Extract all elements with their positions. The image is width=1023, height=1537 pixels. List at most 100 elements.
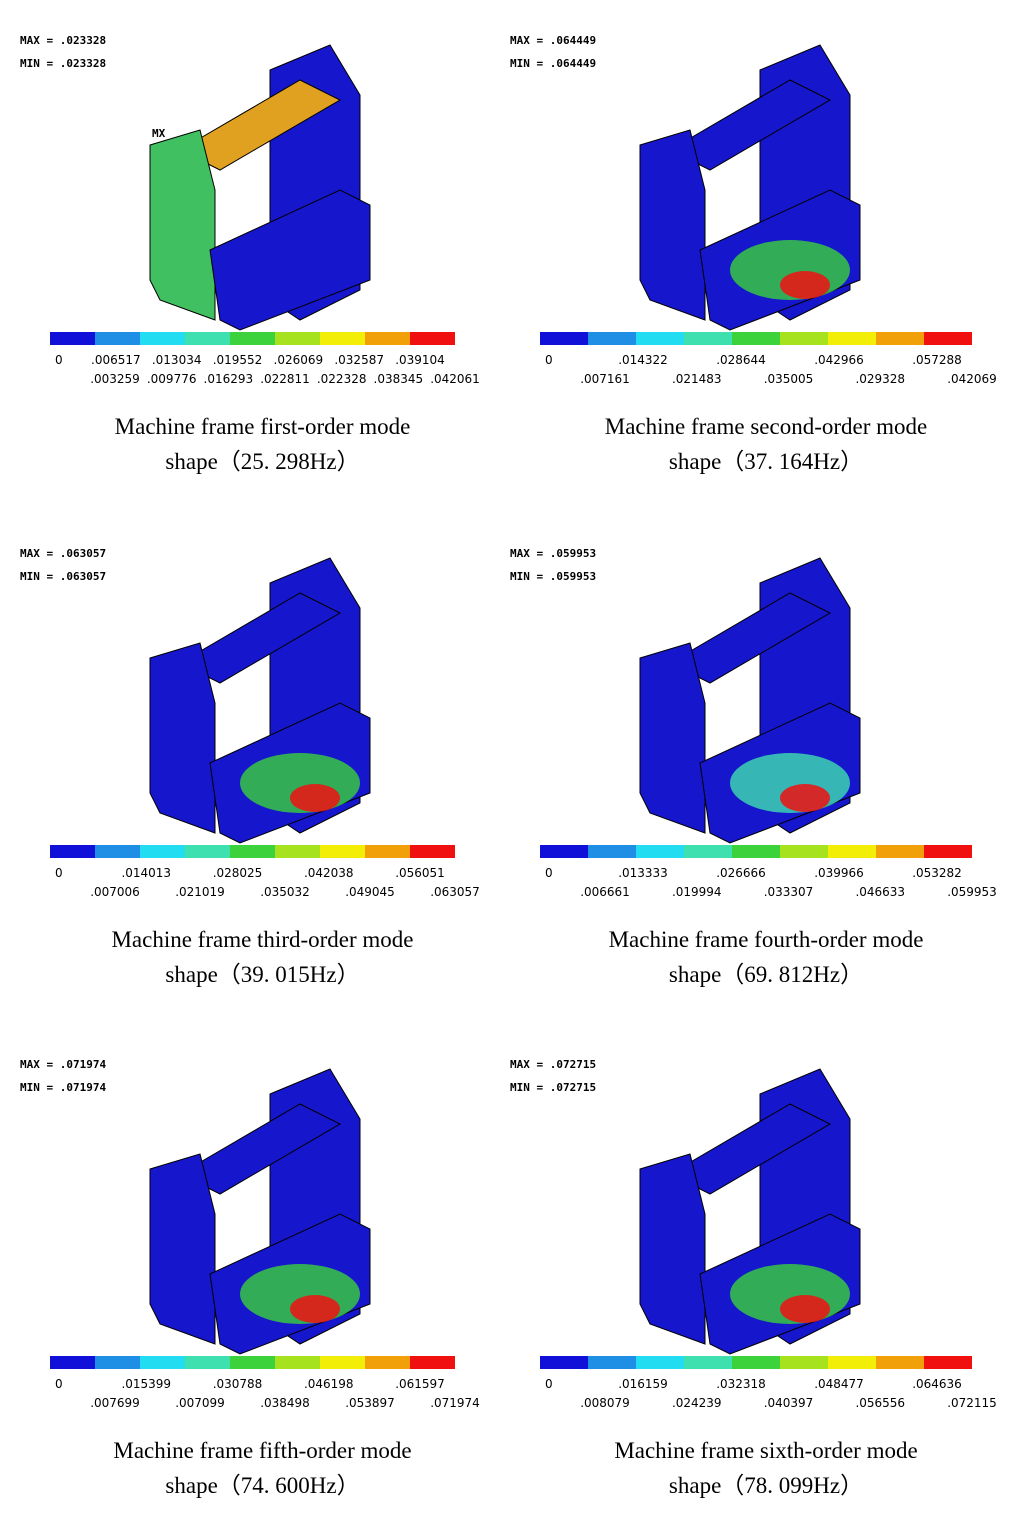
max-label: MAX = .059953 [510,547,596,560]
colorbar-segment [684,845,732,858]
colorbar-segment [140,332,185,345]
mode-panel: MAX = .072715 MIN = .072715 0 .016159 .03231… [510,1058,997,1498]
caption: Machine frame sixth-order mode [614,1438,917,1463]
scale-label-top: .032587 [334,353,384,367]
scale-label-bottom: .033307 [764,885,814,899]
scale-label-top: .061597 [395,1377,445,1391]
colorbar-segment [275,845,320,858]
scale-label-top: 0 [55,1377,63,1391]
scale-label-top: .042966 [814,353,864,367]
colorbar-segment [924,1356,972,1369]
scale-label-top: .039104 [395,353,445,367]
scale-label-top: 0 [545,353,553,367]
caption: shape（39. 015Hz） [165,962,359,987]
colorbar-segment [636,332,684,345]
max-label: MAX = .063057 [20,547,106,560]
frame-model [639,1068,861,1355]
colorbar-segment [828,845,876,858]
colorbar-segment [95,1356,140,1369]
scale-label-top: .019552 [213,353,263,367]
colorbar-segment [588,332,636,345]
scale-label-top: 0 [55,866,63,880]
mode-panel: MAX = .063057 MIN = .063057 0 .014013 .02802… [20,547,480,987]
colorbar-segment [732,332,780,345]
scale-label-top: .042038 [304,866,354,880]
colorbar-segment [540,332,588,345]
scale-label-top: .039966 [814,866,864,880]
caption: Machine frame first-order mode [115,414,411,439]
deformation-peak [780,1295,830,1323]
scale-label-top: .013333 [618,866,668,880]
scale-label-bottom: .007099 [175,1396,225,1410]
colorbar-segment [185,1356,230,1369]
colorbar-segment [684,1356,732,1369]
colorbar-segment [828,332,876,345]
scale-label-bottom: .024239 [672,1396,722,1410]
colorbar-segment [50,1356,95,1369]
annotation: MX [152,127,166,140]
scale-label-top: .064636 [912,1377,962,1391]
scale-label-bottom: .038498 [260,1396,310,1410]
colorbar-segment [732,1356,780,1369]
min-label: MIN = .023328 [20,57,106,70]
scale-label-bottom: .009776 [147,372,197,386]
min-label: MIN = .071974 [20,1081,106,1094]
colorbar-segment [410,1356,455,1369]
min-label: MIN = .063057 [20,570,106,583]
scale-label-top: .013034 [152,353,202,367]
colorbar-segment [275,1356,320,1369]
scale-label-top: .028644 [716,353,766,367]
scale-label-top: .026069 [274,353,324,367]
scale-label-bottom: .056556 [855,1396,905,1410]
scale-label-bottom: .006661 [580,885,630,899]
colorbar-segment [684,332,732,345]
frame-model [149,44,371,331]
scale-label-bottom: .003259 [90,372,140,386]
colorbar-segment [230,332,275,345]
front-plate [639,642,706,834]
frame-model [639,44,861,331]
frame-model [149,1068,371,1355]
front-plate [149,1153,216,1345]
caption: Machine frame second-order mode [605,414,928,439]
mode-panel: MAX = .064449 MIN = .064449 0 .014322 .02864… [510,34,997,474]
mode-panel: MAX = .071974 MIN = .071974 0 .015399 .03078… [20,1058,480,1498]
colorbar-segment [365,332,410,345]
colorbar-segment [365,1356,410,1369]
scale-label-top: .028025 [213,866,263,880]
scale-label-bottom: .007161 [580,372,630,386]
colorbar-segment [636,1356,684,1369]
scale-label-top: .030788 [213,1377,263,1391]
colorbar-segment [828,1356,876,1369]
colorbar-segment [140,1356,185,1369]
front-plate [149,129,216,321]
caption: Machine frame fifth-order mode [113,1438,411,1463]
colorbar-segment [185,845,230,858]
caption: shape（25. 298Hz） [165,449,359,474]
scale-label-top: .015399 [121,1377,171,1391]
scale-label-bottom: .022328 [317,372,367,386]
colorbar-segment [95,845,140,858]
colorbar-segment [140,845,185,858]
colorbar-segment [588,845,636,858]
colorbar-segment [876,845,924,858]
colorbar-segment [540,845,588,858]
scale-label-bottom: .016293 [204,372,254,386]
deformation-peak [290,1295,340,1323]
caption: Machine frame third-order mode [111,927,413,952]
colorbar-segment [732,845,780,858]
caption: Machine frame fourth-order mode [609,927,924,952]
colorbar-segment [540,1356,588,1369]
min-label: MIN = .064449 [510,57,596,70]
scale-label-bottom: .035032 [260,885,310,899]
min-label: MIN = .072715 [510,1081,596,1094]
mode-panel: MAX = .023328 MIN = .023328 MX 0 .006517 .013… [20,34,480,474]
max-label: MAX = .064449 [510,34,596,47]
deformation-peak [290,784,340,812]
scale-label-bottom: .021019 [175,885,225,899]
scale-label-top: .032318 [716,1377,766,1391]
caption: shape（74. 600Hz） [165,1473,359,1498]
scale-label-bottom: .046633 [855,885,905,899]
colorbar-segment [230,1356,275,1369]
